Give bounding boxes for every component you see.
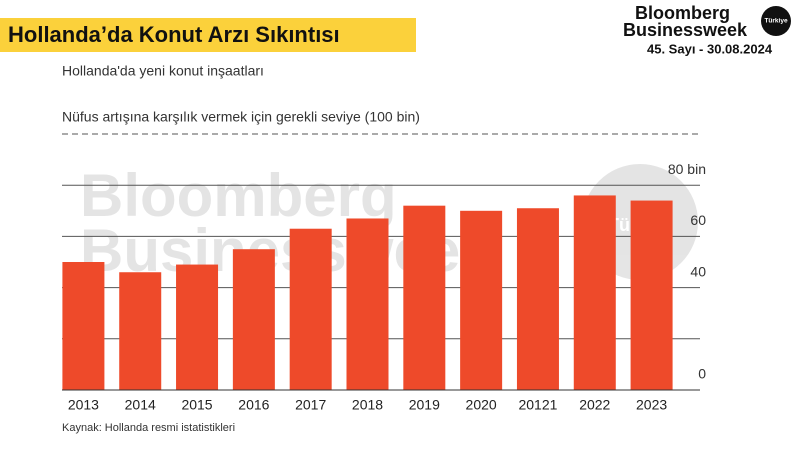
bar [346,218,389,390]
x-tick-label: 20121 [518,397,557,413]
title: Hollanda’da Konut Arzı Sıkıntısı [8,22,340,47]
brand-badge [761,6,791,36]
bar [516,208,559,390]
title-banner [0,18,416,52]
x-tick-label: 2018 [352,397,383,413]
bar [403,205,446,390]
bar [176,264,219,390]
y-tick-label: 60 [690,212,706,228]
bar [62,262,105,390]
watermark-text: Bloomberg [80,162,397,229]
y-tick-label: 40 [690,263,706,279]
x-tick-label: 2015 [181,397,212,413]
x-tick-label: 2016 [238,397,269,413]
subtitle: Hollanda'da yeni konut inşaatları [62,63,264,79]
x-tick-label: 2014 [125,397,156,413]
plot: 0 40 60 80 bin 2013 2014 2015 2016 2017 2018 2019 2… [62,133,706,413]
bar [460,210,503,390]
reference-label: Nüfus artışına karşılık vermek için gere… [62,109,420,125]
source: Kaynak: Hollanda resmi istatistikleri [62,422,235,434]
x-tick-label: 2017 [295,397,326,413]
bar [119,272,162,390]
bar [289,228,332,390]
bar [630,200,673,390]
brand-line1: Bloomberg [635,3,730,23]
y-tick-label: 0 [698,366,706,382]
x-tick-label: 2019 [409,397,440,413]
x-tick-label: 2022 [579,397,610,413]
y-tick-label: 80 bin [668,161,706,177]
x-tick-label: 2013 [68,397,99,413]
x-tick-label: 2023 [636,397,667,413]
x-tick-label: 2020 [466,397,497,413]
brand-line2: Businessweek [623,20,748,40]
issue: 45. Sayı - 30.08.2024 [647,41,773,56]
bar [573,195,616,390]
brand-badge-text: Türkiye [764,18,788,25]
bar [232,249,275,390]
